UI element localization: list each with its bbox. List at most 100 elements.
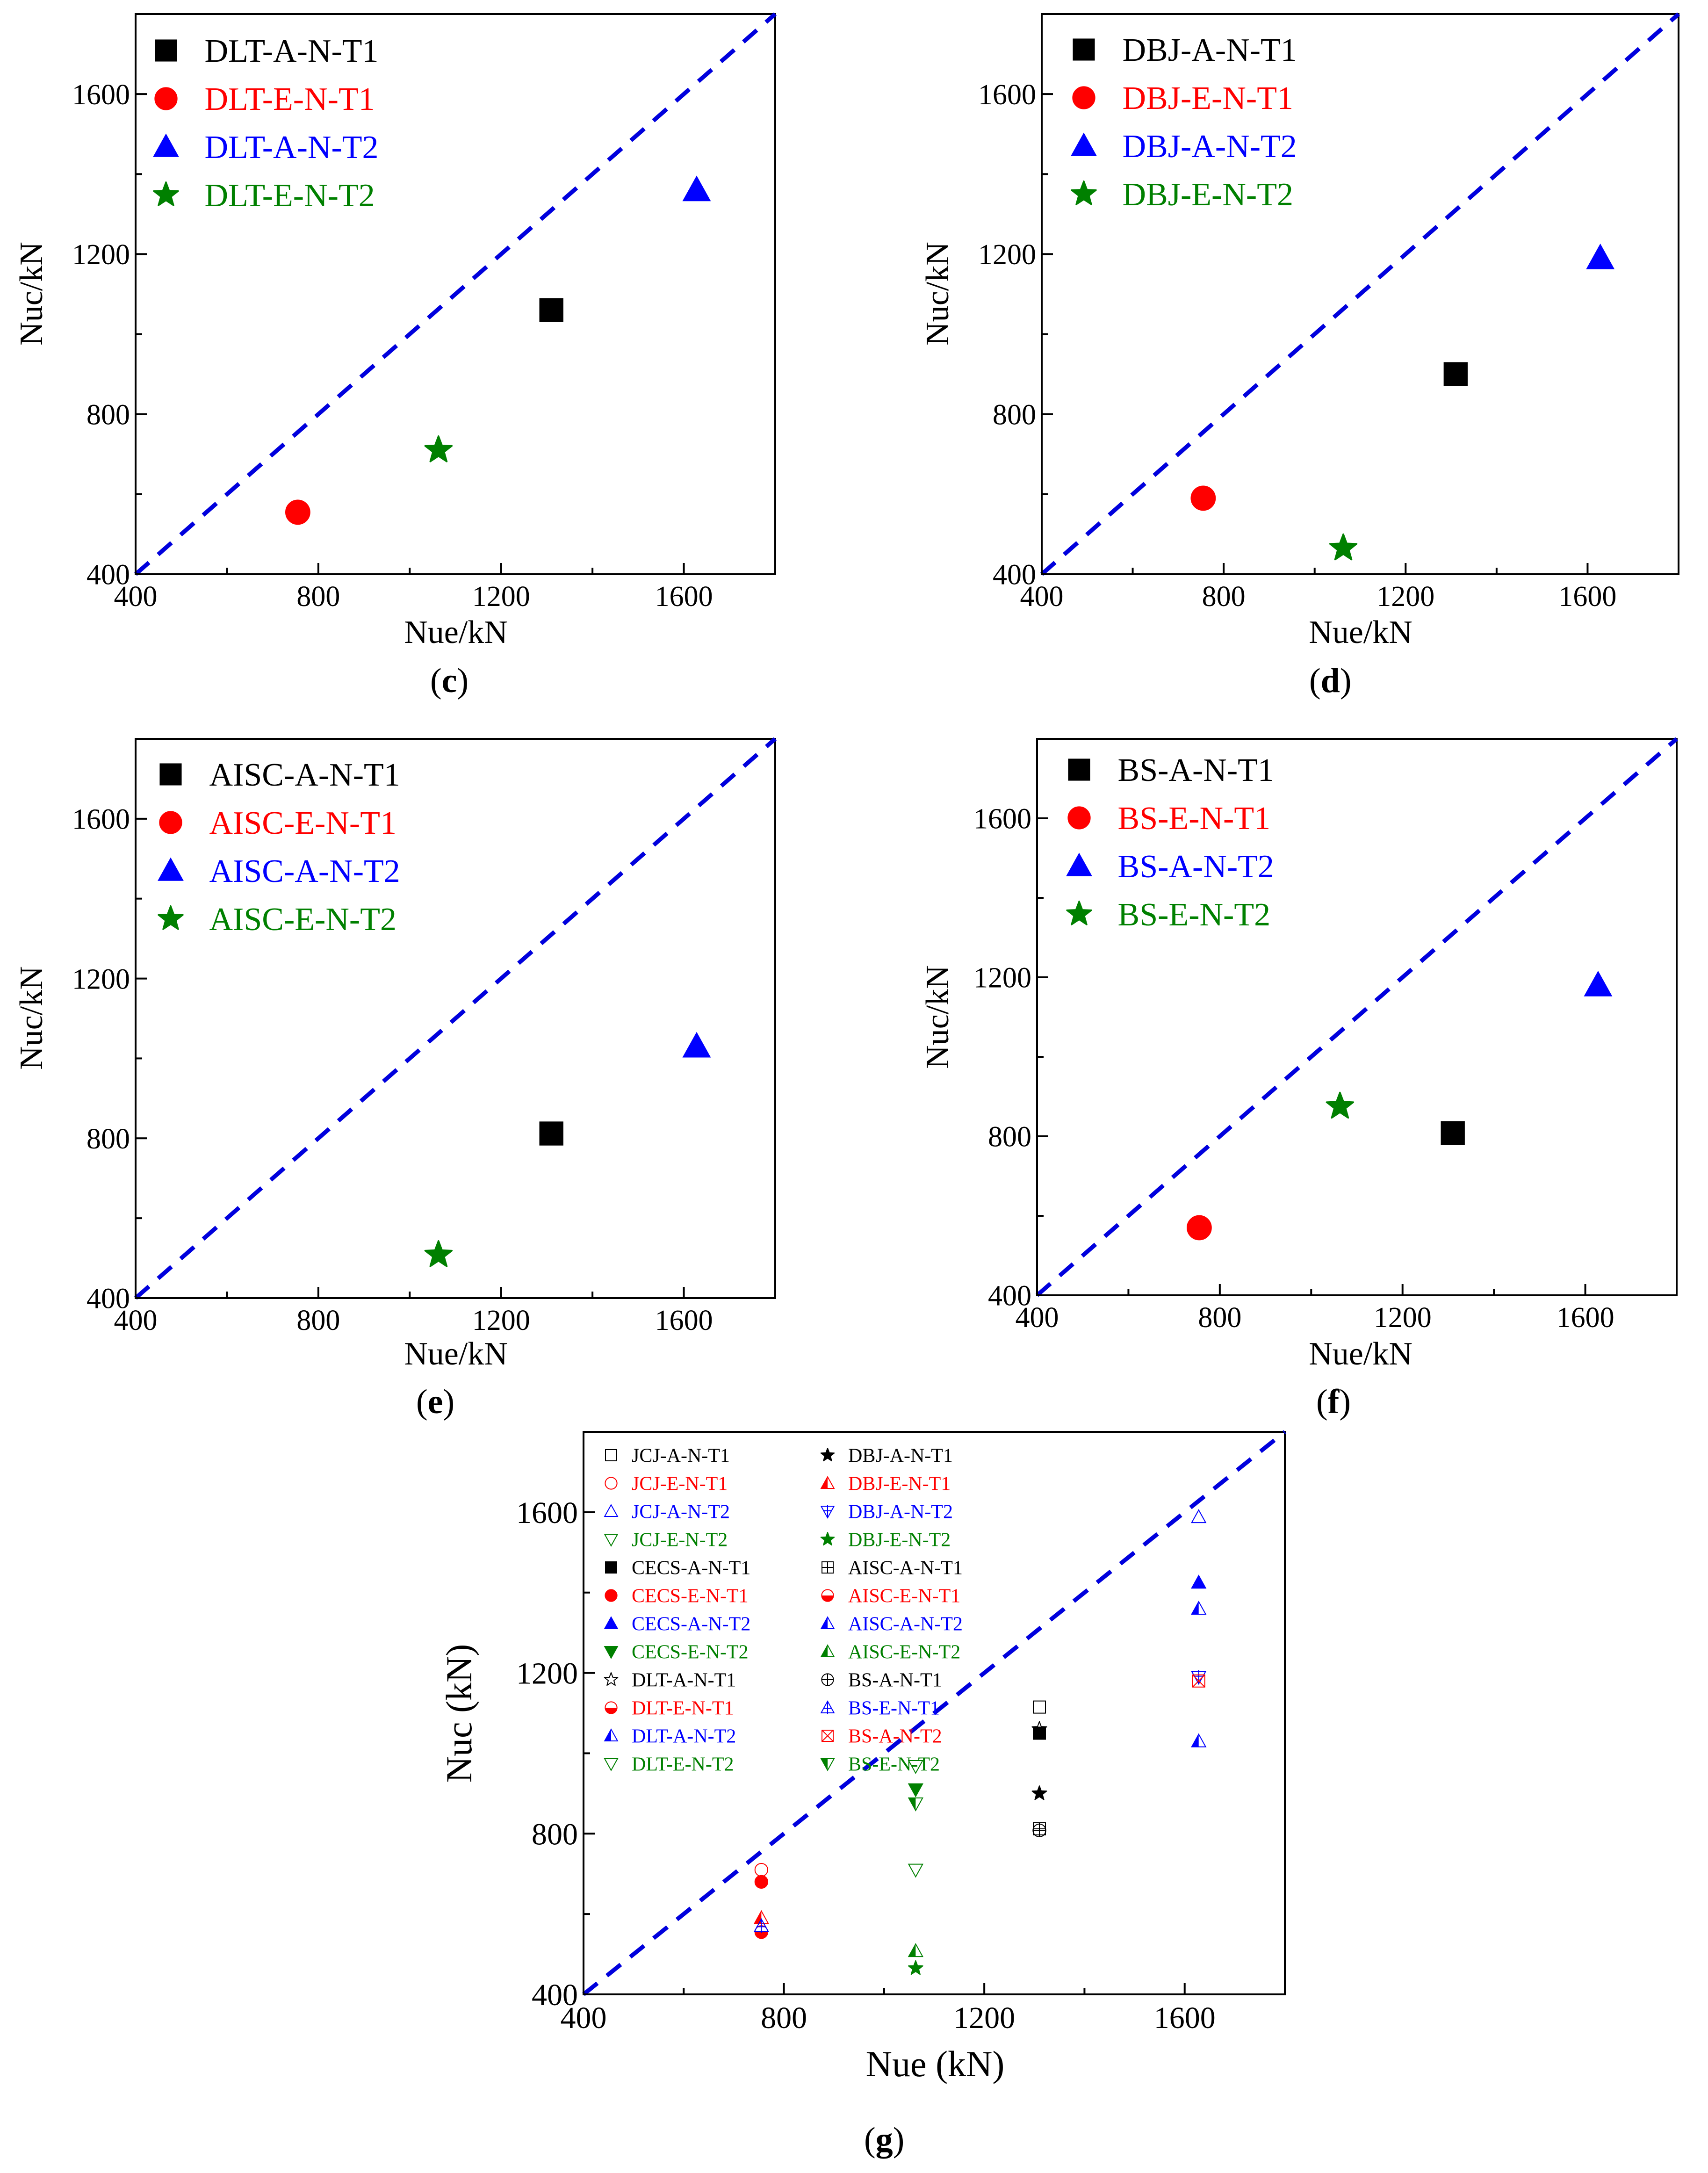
data-point <box>754 1875 769 1889</box>
legend-label: BS-A-N-T2 <box>1118 849 1274 885</box>
caption-letter: g <box>876 2121 893 2159</box>
data-point-shape <box>1441 1121 1465 1145</box>
legend-marker <box>154 87 178 110</box>
legend-label: DBJ-E-N-T1 <box>848 1473 951 1494</box>
data-point-shape <box>1326 1091 1355 1119</box>
data-point <box>1586 243 1615 269</box>
legend-marker <box>604 1533 619 1547</box>
legend-label: DBJ-E-N-T1 <box>1123 80 1293 116</box>
legend-label: DBJ-A-N-T2 <box>848 1501 953 1523</box>
x-tick-label: 400 <box>1020 581 1064 613</box>
y-tick-label: 1600 <box>72 804 130 836</box>
data-point-half <box>1191 1734 1199 1747</box>
legend-marker <box>604 1728 619 1742</box>
caption-paren: ( <box>430 662 442 700</box>
legend-label: DLT-E-N-T2 <box>205 178 375 214</box>
y-axis-label: Nuc/kN <box>920 965 956 1069</box>
legend-label: DLT-E-N-T1 <box>205 81 375 117</box>
x-tick-label: 400 <box>1016 1302 1059 1334</box>
legend-marker-shape <box>159 811 182 834</box>
x-tick-label: 800 <box>1198 1302 1241 1334</box>
legend-marker-shape <box>821 1673 834 1686</box>
legend-marker <box>1071 180 1097 205</box>
legend-label: JCJ-A-N-T1 <box>632 1445 730 1466</box>
legend-label: DLT-E-N-T1 <box>632 1697 734 1719</box>
legend-marker-shape <box>820 1532 835 1546</box>
legend-marker <box>604 1758 619 1771</box>
data-point-shape <box>1187 1215 1212 1241</box>
legend-item: DBJ-E-N-T1 <box>1072 80 1293 116</box>
legend-item: AISC-E-N-T2 <box>158 902 396 938</box>
legend-marker <box>1066 852 1092 876</box>
legend-marker-shape <box>1071 132 1097 156</box>
legend-label: DBJ-A-N-T1 <box>1123 32 1297 68</box>
x-tick-label: 1600 <box>1558 581 1616 613</box>
legend-marker <box>821 1589 834 1602</box>
caption-paren: ) <box>1339 1383 1351 1421</box>
legend-marker <box>158 857 184 881</box>
data-point-half <box>754 1911 762 1924</box>
legend-label: JCJ-A-N-T2 <box>632 1501 730 1523</box>
legend-marker-shape <box>605 1449 617 1461</box>
legend-item: CECS-E-N-T1 <box>605 1585 749 1607</box>
data-point-shape <box>908 1783 924 1798</box>
data-point <box>1191 1509 1207 1523</box>
x-axis-label: Nue (kN) <box>866 2043 1005 2084</box>
data-point <box>1192 1674 1205 1688</box>
y-tick-label: 400 <box>86 559 130 591</box>
reference-line <box>134 737 777 1300</box>
reference-line <box>1036 737 1678 1297</box>
data-point-d2 <box>1192 1675 1205 1688</box>
legend-marker <box>153 181 179 206</box>
reference-line <box>582 1430 1286 1996</box>
legend-marker-shape <box>158 905 184 930</box>
y-tick-label: 1200 <box>973 962 1031 994</box>
data-point-shape <box>285 499 310 525</box>
legend-label: CECS-E-N-T1 <box>632 1585 749 1607</box>
legend-item: JCJ-E-N-T2 <box>604 1529 728 1551</box>
legend-label: BS-E-N-T1 <box>848 1697 940 1719</box>
y-tick-label: 800 <box>86 1123 130 1155</box>
legend-marker-shape <box>820 1448 835 1462</box>
legend-marker <box>1066 900 1092 925</box>
legend-item: DBJ-E-N-T2 <box>1071 177 1293 213</box>
plot-frame <box>583 1431 1286 1995</box>
data-point-shape <box>1031 1785 1047 1800</box>
x-tick-label: 800 <box>296 581 340 613</box>
legend-label: AISC-A-N-T2 <box>848 1613 963 1635</box>
y-tick-label: 800 <box>988 1121 1031 1153</box>
legend-marker-shape <box>155 39 177 62</box>
legend-marker <box>605 1561 617 1574</box>
x-tick-label: 1200 <box>1376 581 1434 613</box>
plot-frame <box>1041 13 1679 575</box>
legend-marker-shape <box>605 1561 617 1574</box>
legend-item: AISC-E-N-T2 <box>820 1641 960 1663</box>
legend-marker <box>821 1673 834 1686</box>
data-point-shape <box>682 1032 711 1058</box>
legend-item: AISC-E-N-T1 <box>821 1585 960 1607</box>
legend-marker-half <box>821 1477 828 1489</box>
legend-item: JCJ-A-N-T1 <box>605 1445 730 1466</box>
legend-item: AISC-A-N-T1 <box>159 757 400 793</box>
data-point <box>1326 1091 1355 1119</box>
legend-marker-shape <box>153 133 179 157</box>
legend-marker <box>604 1504 619 1517</box>
legend-marker <box>1067 806 1091 830</box>
legend-label: AISC-E-N-T2 <box>848 1641 960 1663</box>
data-point-shape <box>424 1240 453 1267</box>
legend-marker-shape <box>154 87 178 110</box>
legend-label: BS-E-N-T2 <box>848 1754 940 1775</box>
panel-caption: (d) <box>1309 662 1351 700</box>
caption-paren: ( <box>1316 1383 1328 1421</box>
legend-marker <box>158 905 184 930</box>
data-point <box>1032 1823 1046 1838</box>
data-point-shape <box>1190 485 1216 511</box>
legend-item: DLT-A-N-T2 <box>153 130 379 166</box>
legend-marker-shape <box>605 1589 618 1602</box>
legend-marker-shape <box>1073 38 1095 61</box>
legend-label: DLT-A-N-T2 <box>205 130 379 166</box>
x-tick-label: 1200 <box>953 2001 1015 2035</box>
legend-item: JCJ-E-N-T1 <box>605 1473 728 1494</box>
data-point <box>1190 485 1216 511</box>
